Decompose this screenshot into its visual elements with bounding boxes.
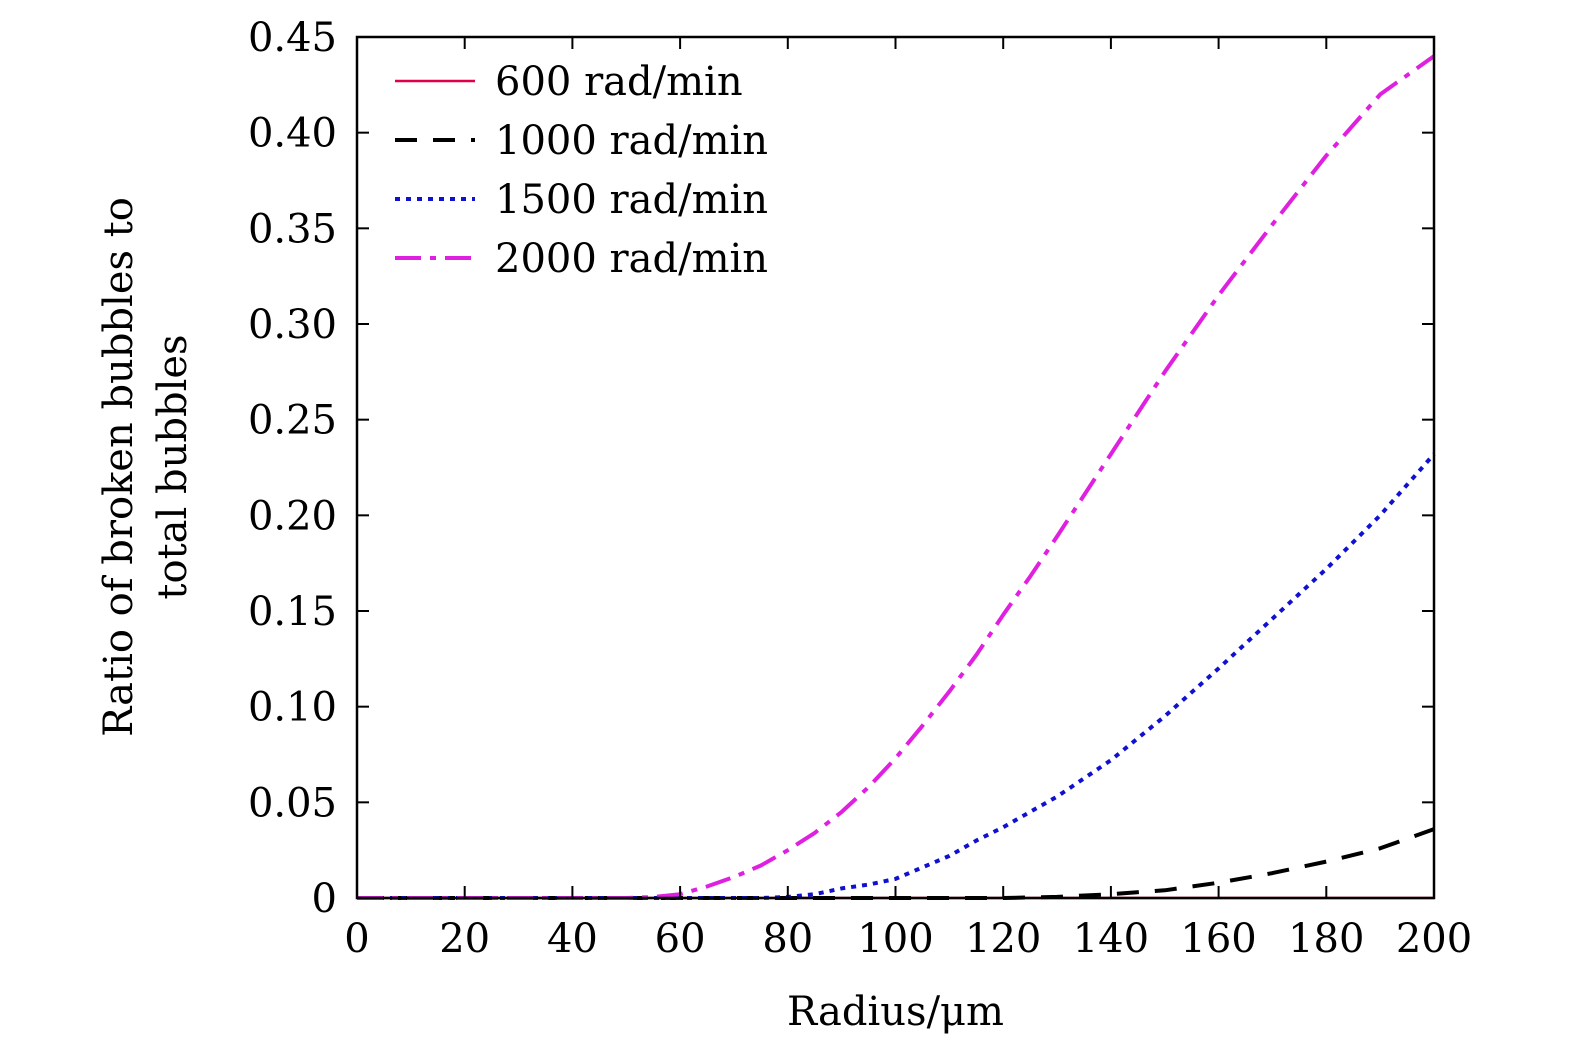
y-tick-label: 0.25 [248,398,337,444]
legend-label-1: 600 rad/min [495,59,743,105]
x-tick-label: 160 [1180,916,1256,962]
x-tick-label: 20 [439,916,490,962]
y-tick-label: 0.05 [248,780,337,826]
x-tick-label: 0 [344,916,369,962]
series-line-3 [357,452,1436,900]
x-tick-label: 120 [965,916,1041,962]
x-tick-label: 60 [655,916,706,962]
x-tick-label: 80 [762,916,813,962]
y-tick-label: 0.20 [248,493,337,539]
plot-frame [355,35,1436,900]
legend-label-3: 1500 rad/min [495,177,768,223]
x-axis: 0 20 40 60 80 100 120 140 160 180 200 [344,37,1472,962]
y-tick-label: 0 [312,876,337,922]
y-tick-label: 0.40 [248,111,337,157]
y-axis-label: Ratio of broken bubbles to total bubbles [96,197,196,737]
legend: 600 rad/min 1000 rad/min 1500 rad/min 2000 … [395,59,768,282]
x-tick-label: 200 [1396,916,1472,962]
y-tick-label: 0.45 [248,15,337,61]
x-tick-label: 140 [1073,916,1149,962]
x-axis-label: Radius/μm [787,989,1004,1035]
y-tick-label: 0.15 [248,589,337,635]
y-axis-label-line-1: Ratio of broken bubbles to [96,197,142,737]
y-tick-label: 0.10 [248,685,337,731]
y-tick-label: 0.35 [248,206,337,252]
x-tick-label: 100 [857,916,933,962]
x-tick-label: 180 [1288,916,1364,962]
y-axis-label-line-2: total bubbles [150,334,196,599]
x-tick-label: 40 [547,916,598,962]
legend-label-4: 2000 rad/min [495,236,768,282]
series-line-4 [357,54,1436,900]
legend-label-2: 1000 rad/min [495,118,768,164]
y-tick-label: 0.30 [248,302,337,348]
y-axis: 0 0.05 0.10 0.15 0.20 0.25 0.30 0.35 0.40 0.45 [248,15,1434,922]
